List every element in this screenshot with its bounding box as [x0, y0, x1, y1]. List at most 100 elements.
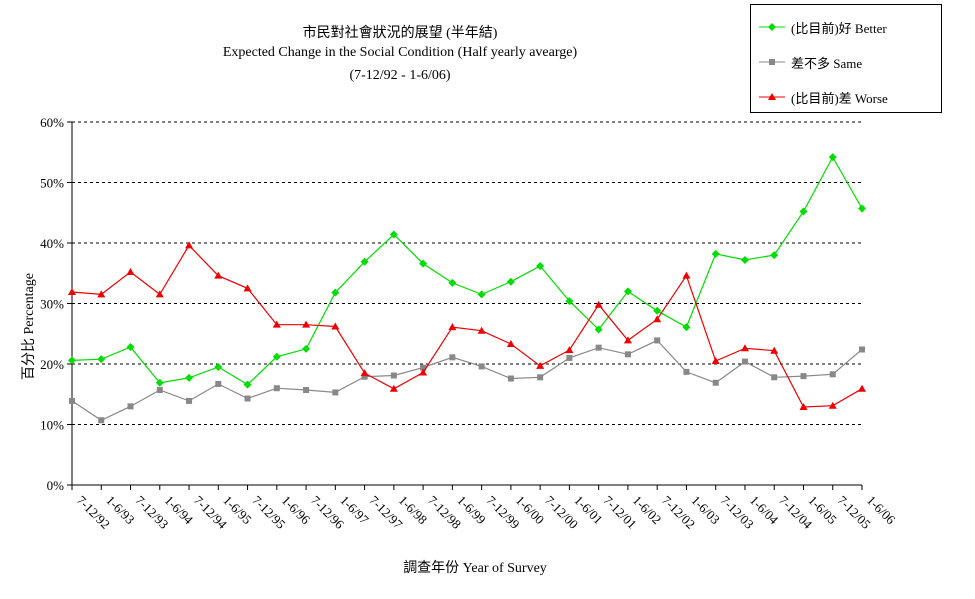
data-point-same — [127, 403, 134, 410]
data-point-worse — [68, 288, 76, 296]
data-point-same — [800, 373, 807, 380]
data-point-better — [331, 288, 340, 297]
data-point-same — [186, 397, 193, 404]
data-point-better — [506, 277, 515, 286]
data-point-same — [449, 354, 456, 361]
data-point-same — [566, 354, 573, 361]
y-tick-label: 0% — [47, 478, 65, 493]
y-tick-label: 40% — [40, 236, 64, 251]
data-point-same — [69, 397, 75, 404]
legend-item-same: 差不多 Same — [759, 52, 862, 72]
data-point-better — [858, 204, 866, 213]
data-point-better — [126, 343, 135, 352]
legend: (比目前)好 Better 差不多 Same (比目前)差 Worse — [750, 4, 942, 113]
data-point-worse — [419, 368, 428, 376]
data-point-worse — [623, 336, 632, 344]
data-point-better — [448, 278, 457, 287]
y-tick-label: 60% — [40, 115, 64, 130]
data-point-worse — [770, 346, 779, 354]
data-point-better — [185, 373, 194, 382]
data-point-same — [507, 375, 514, 382]
data-point-worse — [506, 340, 515, 348]
data-point-same — [244, 395, 251, 402]
legend-marker-worse — [759, 93, 785, 100]
data-point-better — [565, 297, 574, 306]
data-point-worse — [448, 323, 457, 331]
data-point-same — [98, 417, 105, 424]
data-point-same — [303, 387, 310, 394]
data-point-same — [829, 371, 836, 378]
legend-item-worse: (比目前)差 Worse — [759, 87, 888, 107]
data-point-worse — [682, 271, 691, 279]
chart-title: 市民對社會狀況的展望 (半年結) — [302, 26, 498, 41]
data-point-worse — [214, 271, 223, 279]
legend-label-worse: (比目前)差 Worse — [791, 90, 888, 106]
data-point-better — [740, 255, 749, 264]
data-point-same — [771, 374, 778, 381]
y-tick-label: 10% — [40, 418, 64, 433]
data-point-worse — [97, 290, 106, 298]
data-point-same — [420, 364, 427, 371]
data-point-same — [390, 372, 397, 379]
data-point-worse — [594, 300, 603, 308]
data-point-worse — [799, 402, 808, 410]
data-point-same — [537, 374, 544, 381]
data-point-worse — [272, 320, 281, 328]
data-point-better — [536, 261, 545, 270]
data-point-better — [682, 323, 691, 332]
data-point-better — [272, 352, 281, 361]
data-point-better — [711, 249, 720, 258]
data-point-better — [653, 306, 662, 315]
chart-subtitle: Expected Change in the Social Condition … — [222, 45, 578, 60]
data-point-better — [828, 153, 837, 162]
data-point-same — [654, 337, 661, 344]
data-point-worse — [243, 284, 252, 292]
data-point-better — [68, 356, 76, 365]
data-point-better — [389, 230, 398, 239]
data-point-worse — [126, 268, 135, 276]
data-point-worse — [477, 326, 486, 334]
data-point-worse — [565, 346, 574, 354]
series-line-0 — [71, 155, 863, 386]
data-point-same — [595, 344, 602, 351]
y-tick-label: 50% — [40, 176, 64, 191]
y-tick-label: 20% — [40, 357, 64, 372]
data-point-worse — [653, 315, 662, 323]
data-point-worse — [360, 369, 369, 377]
data-point-better — [770, 251, 779, 260]
data-point-better — [799, 207, 808, 216]
y-axis-label: 百分比 Percentage — [22, 273, 37, 380]
data-point-worse — [185, 241, 194, 249]
data-point-worse — [858, 384, 866, 392]
data-point-better — [155, 378, 164, 387]
data-point-same — [215, 380, 222, 387]
legend-label-better: (比目前)好 Better — [791, 20, 887, 36]
data-point-same — [624, 351, 631, 358]
data-point-better — [594, 325, 603, 334]
legend-label-same: 差不多 Same — [791, 55, 863, 71]
data-point-worse — [331, 322, 340, 330]
data-point-better — [243, 380, 252, 389]
data-point-same — [273, 385, 280, 392]
data-point-better — [623, 287, 632, 296]
legend-item-better: (比目前)好 Better — [759, 17, 887, 37]
data-point-worse — [302, 320, 311, 328]
data-point-worse — [536, 361, 545, 369]
data-point-worse — [155, 290, 164, 298]
data-point-same — [859, 346, 865, 353]
data-point-better — [360, 257, 369, 266]
data-point-better — [302, 344, 311, 353]
data-point-better — [419, 259, 428, 268]
data-point-better — [477, 290, 486, 299]
data-point-same — [683, 368, 690, 375]
data-point-same — [156, 387, 163, 394]
data-point-worse — [711, 356, 720, 364]
data-point-worse — [389, 384, 398, 392]
data-point-worse — [740, 344, 749, 352]
chart-period: (7-12/92 - 1-6/06) — [349, 68, 451, 83]
data-point-same — [332, 389, 339, 396]
data-point-same — [361, 373, 368, 380]
x-axis-label: 調查年份 Year of Survey — [403, 561, 547, 576]
data-point-worse — [828, 401, 837, 409]
